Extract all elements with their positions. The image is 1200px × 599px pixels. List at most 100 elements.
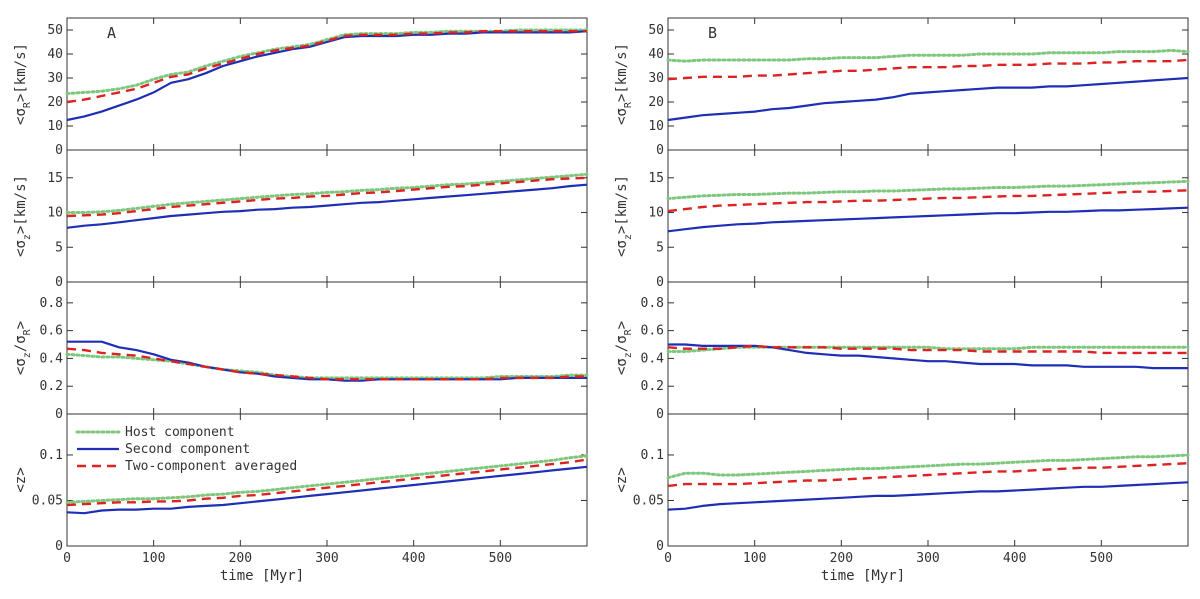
plot-frame <box>667 413 1189 547</box>
panel-letter: B <box>708 24 717 42</box>
series-line-second-component <box>67 340 587 382</box>
y-tick-label: 0.2 <box>40 379 63 394</box>
y-tick-label: 0.6 <box>40 324 63 339</box>
y-tick-label: 50 <box>47 23 63 38</box>
x-tick-label: 300 <box>315 551 338 566</box>
y-tick-label: 0.6 <box>641 324 664 339</box>
series-line-host-component <box>65 172 589 214</box>
plot-frame <box>66 149 588 283</box>
x-tick-label: 500 <box>489 551 512 566</box>
y-axis-label: <σz>[km/s] <box>614 175 634 257</box>
y-tick-label: 0.1 <box>40 448 63 463</box>
column-b: 01020304050<σR>[km/s]B051015<σz>[km/s]00… <box>614 17 1190 584</box>
series-line-second-component <box>668 343 1188 370</box>
x-tick-label: 400 <box>1003 551 1026 566</box>
series-line-two-component-averaged <box>66 176 588 218</box>
series-line-two-component-averaged <box>667 189 1189 213</box>
y-tick-label: 10 <box>648 206 664 221</box>
panel-b-2: 0 5 10 15 <σz>[km/s] <box>614 149 1190 290</box>
series-line-second-component <box>667 206 1189 233</box>
series-line-host-component <box>65 352 589 380</box>
series-line-two-component-averaged <box>66 347 587 381</box>
y-tick-label: 0 <box>656 143 664 158</box>
y-tick-label: 30 <box>648 71 664 86</box>
panel-a-1: 0 10 20 30 40 50 <σR>[km/s] A <box>13 17 589 158</box>
series-line-host-component <box>666 48 1190 63</box>
panel-a-2: 0 5 10 15 <σz>[km/s] <box>13 149 589 290</box>
y-tick-label: 20 <box>47 95 63 110</box>
panel-b-3: 0 0.2 0.4 0.6 0.8 <σz/σR> <box>614 281 1190 422</box>
panel-b-4: 0 0.05 0.1 <z> 0 100 200 300 400 500 time [Myr] <box>614 413 1190 584</box>
plot-frame <box>66 17 588 151</box>
x-tick-label: 200 <box>229 551 252 566</box>
y-tick-label: 0 <box>55 407 63 422</box>
series-line-host-component <box>65 454 589 504</box>
panel-letter: A <box>107 24 116 42</box>
series-line-two-component-averaged <box>667 344 1188 355</box>
y-tick-label: 0.05 <box>32 493 63 508</box>
series-line-two-component-averaged <box>66 458 588 507</box>
y-tick-label: 0 <box>656 407 664 422</box>
y-tick-label: 0.4 <box>40 351 64 366</box>
x-tick-label: 0 <box>664 551 672 566</box>
y-axis-label: <z> <box>614 467 630 492</box>
plot-frame <box>66 281 588 415</box>
y-tick-label: 0 <box>656 539 664 554</box>
panel-b-1: 0 10 20 30 40 50 <σR>[km/s] B <box>614 17 1190 158</box>
y-tick-label: 0.4 <box>641 351 665 366</box>
y-tick-label: 40 <box>47 47 63 62</box>
series-line-second-component <box>66 465 588 515</box>
panel-a-4: 0 0.05 0.1 <z> 0 100 200 300 400 500 time [Myr] Hos… <box>13 413 589 584</box>
y-axis-label: <σz/σR> <box>614 321 634 375</box>
series-line-two-component-averaged <box>667 462 1189 488</box>
series-line-two-component-averaged <box>66 30 587 104</box>
y-axis-label: <z> <box>13 467 29 492</box>
y-tick-label: 0 <box>55 275 63 290</box>
y-tick-label: 10 <box>47 206 63 221</box>
x-axis-label: time [Myr] <box>821 568 905 584</box>
series-line-second-component <box>667 481 1189 511</box>
y-axis-label: <σz/σR> <box>13 321 33 375</box>
y-tick-label: 10 <box>648 119 664 134</box>
y-tick-label: 0.2 <box>641 379 664 394</box>
y-axis-label: <σR>[km/s] <box>13 43 33 125</box>
x-tick-label: 300 <box>916 551 939 566</box>
y-tick-label: 30 <box>47 71 63 86</box>
panel-a-3: 0 0.2 0.4 0.6 0.8 <σz/σR> <box>13 281 589 422</box>
y-tick-label: 40 <box>648 47 664 62</box>
y-tick-label: 15 <box>648 171 664 186</box>
y-tick-label: 0.8 <box>641 296 664 311</box>
legend-label-second-component: Second component <box>125 442 250 457</box>
column-a: 01020304050<σR>[km/s]A051015<σz>[km/s]00… <box>13 17 589 584</box>
y-tick-label: 0 <box>656 275 664 290</box>
y-tick-label: 0 <box>55 539 63 554</box>
series-line-second-component <box>66 183 588 229</box>
y-axis-label: <σR>[km/s] <box>614 43 634 125</box>
x-tick-label: 500 <box>1090 551 1113 566</box>
y-tick-label: 0.1 <box>641 448 664 463</box>
y-tick-label: 0.05 <box>633 493 664 508</box>
y-tick-label: 0 <box>55 143 63 158</box>
x-tick-label: 100 <box>142 551 165 566</box>
y-tick-label: 20 <box>648 95 664 110</box>
y-tick-label: 15 <box>47 171 63 186</box>
y-tick-label: 50 <box>648 23 664 38</box>
x-tick-label: 0 <box>63 551 71 566</box>
series-line-host-component <box>666 453 1190 480</box>
y-tick-label: 10 <box>47 119 63 134</box>
y-axis-label: <σz>[km/s] <box>13 175 33 257</box>
series-line-host-component <box>666 345 1190 353</box>
x-tick-label: 400 <box>402 551 425 566</box>
x-tick-label: 200 <box>830 551 853 566</box>
legend: Host component Second component Two-compon… <box>75 425 297 474</box>
series-line-two-component-averaged <box>667 58 1189 81</box>
series-line-host-component <box>65 28 589 96</box>
x-axis-label: time [Myr] <box>220 568 304 584</box>
y-tick-label: 5 <box>55 240 63 255</box>
legend-label-two-component-averaged: Two-component averaged <box>125 459 297 474</box>
y-tick-label: 5 <box>656 240 664 255</box>
x-tick-label: 100 <box>743 551 766 566</box>
y-tick-label: 0.8 <box>40 296 63 311</box>
legend-label-host-component: Host component <box>125 425 235 440</box>
